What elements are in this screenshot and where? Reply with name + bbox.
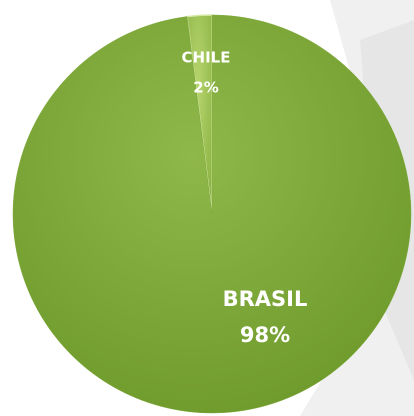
pie-slice — [12, 14, 412, 414]
slice-value-label: 2% — [193, 79, 218, 97]
slice-label: CHILE — [182, 49, 231, 67]
slice-label: BRASIL — [223, 287, 308, 311]
pie — [12, 14, 412, 414]
slice-value-label: 98% — [240, 323, 290, 347]
